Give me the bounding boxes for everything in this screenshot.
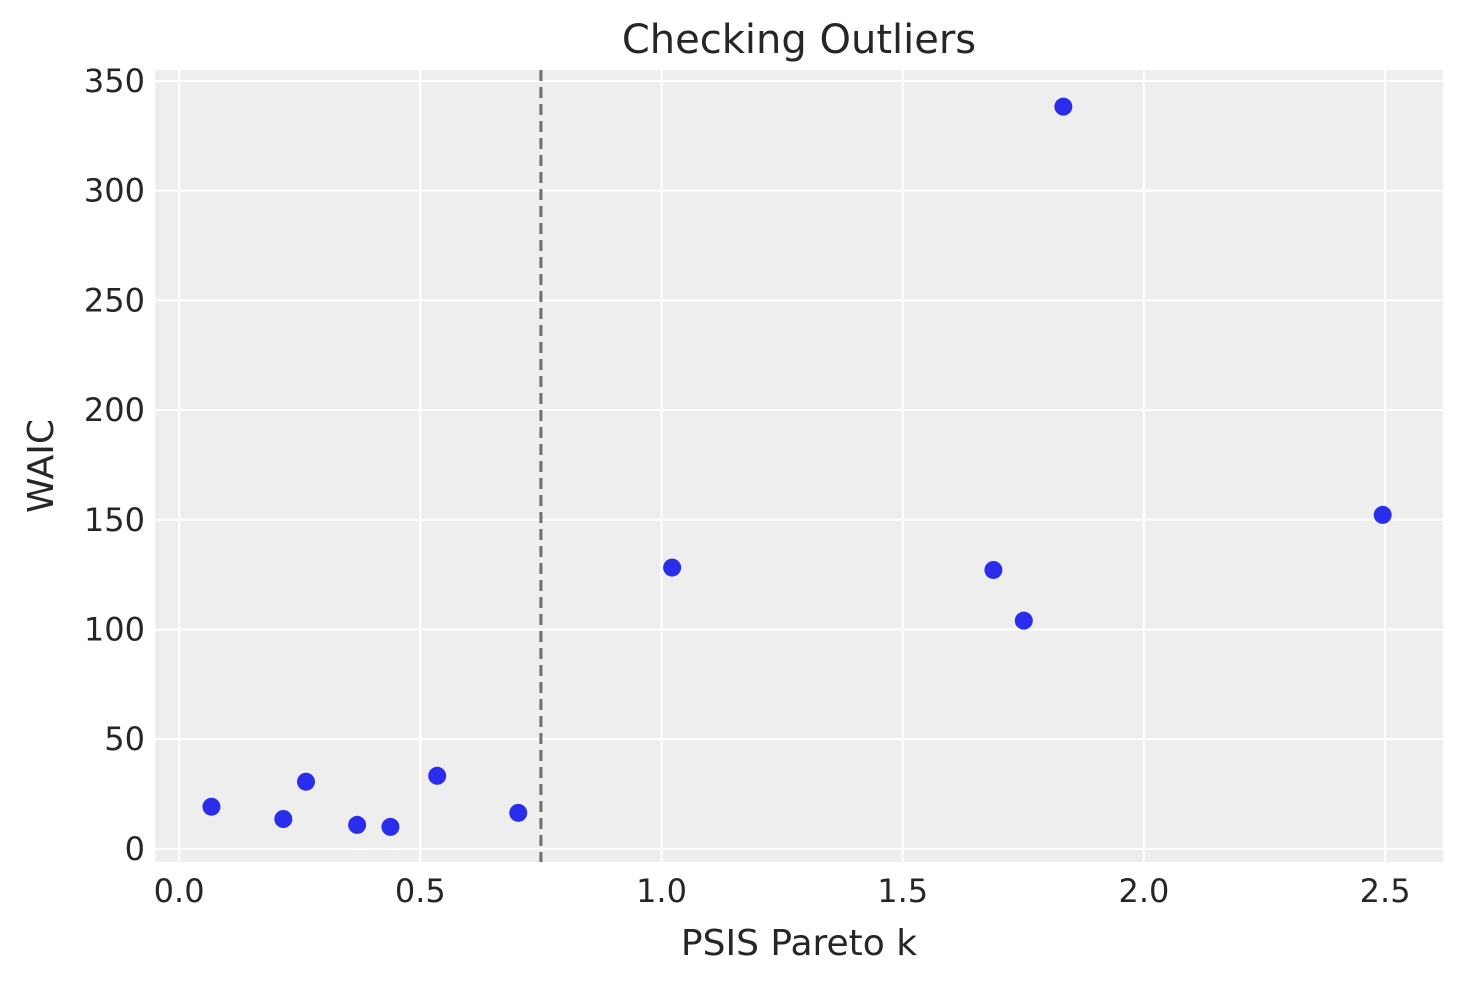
scatter-point xyxy=(663,558,682,577)
scatter-point xyxy=(1014,611,1033,630)
y-tick-label: 0 xyxy=(125,830,145,868)
x-tick-labels: 0.0 0.5 1.0 1.5 2.0 2.5 xyxy=(154,872,1411,910)
y-tick-label: 150 xyxy=(84,501,145,539)
chart-title: Checking Outliers xyxy=(622,17,976,63)
x-tick-label: 0.0 xyxy=(154,872,205,910)
scatter-point xyxy=(1054,97,1073,116)
scatter-point xyxy=(1373,505,1392,524)
y-tick-label: 350 xyxy=(84,62,145,100)
data-points xyxy=(202,97,1392,836)
x-tick-label: 2.5 xyxy=(1360,872,1411,910)
y-tick-label: 100 xyxy=(84,610,145,648)
scatter-point xyxy=(984,560,1003,579)
y-axis-label: WAIC xyxy=(21,419,62,513)
x-tick-label: 1.0 xyxy=(636,872,687,910)
scatter-point xyxy=(428,766,447,785)
scatter-point xyxy=(274,809,293,828)
scatter-point xyxy=(381,817,400,836)
x-tick-label: 1.5 xyxy=(877,872,928,910)
x-tick-label: 2.0 xyxy=(1118,872,1169,910)
grid xyxy=(155,70,1443,862)
scatter-point xyxy=(296,772,315,791)
x-tick-label: 0.5 xyxy=(395,872,446,910)
y-tick-label: 50 xyxy=(104,720,145,758)
scatter-point xyxy=(202,797,221,816)
y-tick-label: 250 xyxy=(84,281,145,319)
scatter-point xyxy=(348,815,367,834)
x-axis-label: PSIS Pareto k xyxy=(681,923,917,964)
y-tick-label: 300 xyxy=(84,172,145,210)
y-tick-labels: 0 50 100 150 200 250 300 350 xyxy=(84,62,145,868)
plot-area xyxy=(155,70,1443,862)
y-tick-label: 200 xyxy=(84,391,145,429)
scatter-point xyxy=(509,803,528,822)
